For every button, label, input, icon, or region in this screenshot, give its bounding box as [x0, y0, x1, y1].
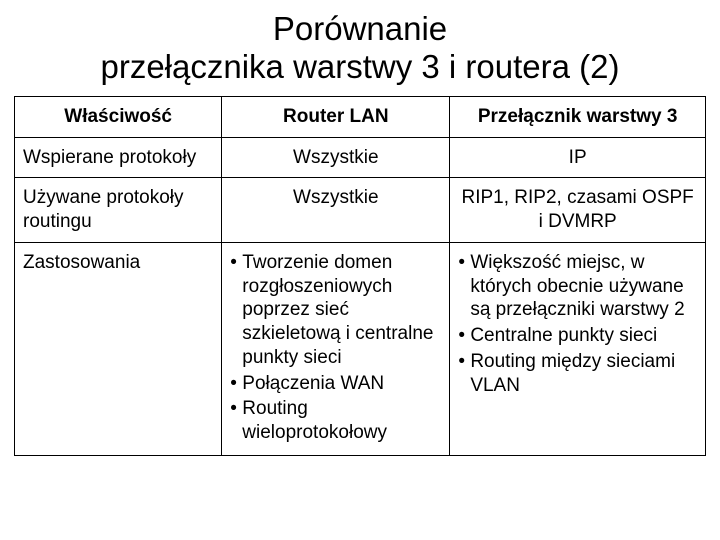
list-item: Routing wieloprotokołowy — [230, 397, 441, 445]
row1-property: Używane protokoły routingu — [15, 178, 222, 243]
table-row: Wspierane protokoły Wszystkie IP — [15, 137, 706, 178]
table-header-row: Właściwość Router LAN Przełącznik warstw… — [15, 96, 706, 137]
list-item: Większość miejsc, w których obecnie używ… — [458, 251, 697, 322]
row1-router: Wszystkie — [222, 178, 450, 243]
row0-router: Wszystkie — [222, 137, 450, 178]
col-header-layer3-switch: Przełącznik warstwy 3 — [450, 96, 706, 137]
slide: Porównanie przełącznika warstwy 3 i rout… — [0, 0, 720, 540]
title-line-2: przełącznika warstwy 3 i routera (2) — [100, 48, 619, 85]
list-item: Połączenia WAN — [230, 372, 441, 396]
comparison-table-wrap: Właściwość Router LAN Przełącznik warstw… — [14, 96, 706, 526]
col-header-router-lan: Router LAN — [222, 96, 450, 137]
table-row: Używane protokoły routingu Wszystkie RIP… — [15, 178, 706, 243]
title-line-1: Porównanie — [273, 10, 447, 47]
row2-switch-bullets: Większość miejsc, w których obecnie używ… — [458, 251, 697, 398]
row0-property: Wspierane protokoły — [15, 137, 222, 178]
row2-router-bullets: Tworzenie domen rozgłoszeniowych poprzez… — [230, 251, 441, 445]
row1-switch: RIP1, RIP2, czasami OSPF i DVMRP — [450, 178, 706, 243]
row0-switch: IP — [450, 137, 706, 178]
table-row: Zastosowania Tworzenie domen rozgłoszeni… — [15, 242, 706, 455]
list-item: Tworzenie domen rozgłoszeniowych poprzez… — [230, 251, 441, 370]
row2-router: Tworzenie domen rozgłoszeniowych poprzez… — [222, 242, 450, 455]
slide-title: Porównanie przełącznika warstwy 3 i rout… — [14, 10, 706, 86]
list-item: Routing między sieciami VLAN — [458, 350, 697, 398]
comparison-table: Właściwość Router LAN Przełącznik warstw… — [14, 96, 706, 456]
row2-switch: Większość miejsc, w których obecnie używ… — [450, 242, 706, 455]
list-item: Centralne punkty sieci — [458, 324, 697, 348]
row2-property: Zastosowania — [15, 242, 222, 455]
col-header-property: Właściwość — [15, 96, 222, 137]
